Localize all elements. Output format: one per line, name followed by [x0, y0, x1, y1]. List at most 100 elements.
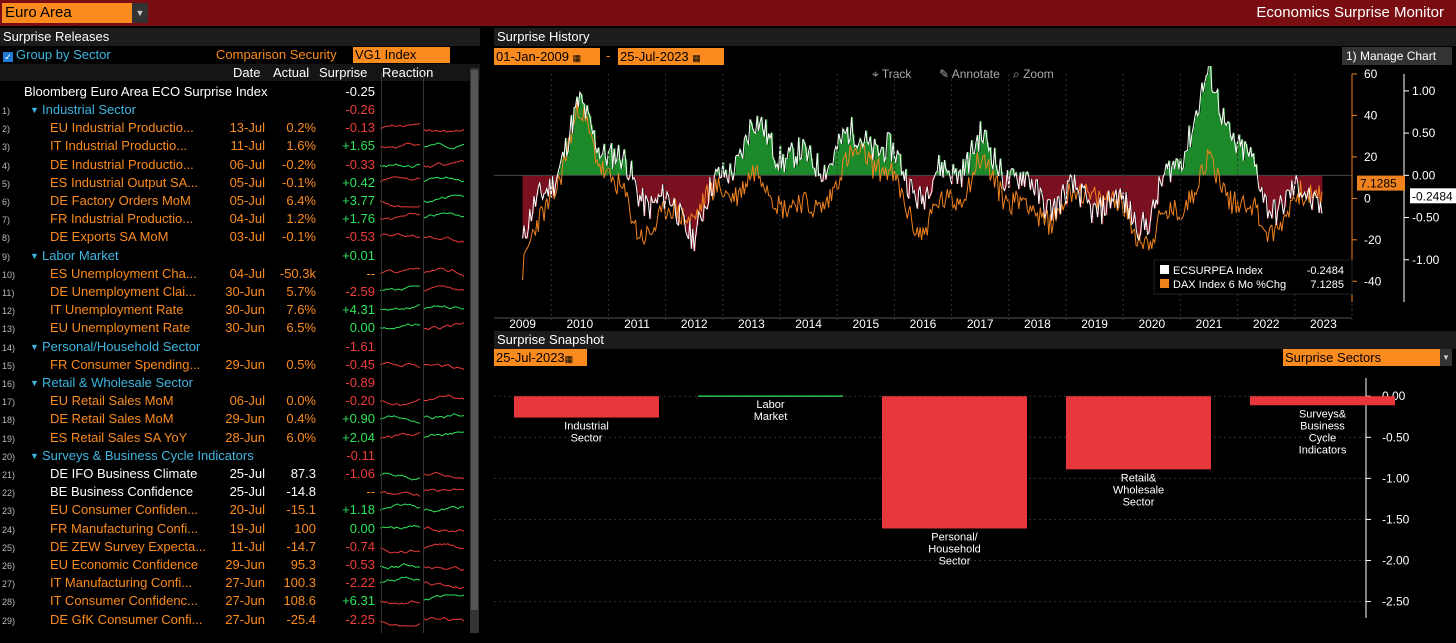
region-select[interactable]: Euro Area	[2, 3, 148, 23]
release-row[interactable]: 27) IT Manufacturing Confi... 27-Jun 100.3 -…	[0, 574, 470, 592]
release-row[interactable]: 12) IT Unemployment Rate 30-Jun 7.6% +4.31	[0, 301, 470, 319]
release-row[interactable]: 21) DE IFO Business Climate 25-Jul 87.3 -1.0…	[0, 465, 470, 483]
release-row[interactable]: 2) EU Industrial Productio... 13-Jul 0.2% -0…	[0, 119, 470, 137]
post-release-line	[423, 142, 465, 150]
release-row[interactable]: 5) ES Industrial Output SA... 05-Jul -0.1% +…	[0, 174, 470, 192]
surprise-fill-bar	[1117, 175, 1120, 209]
scrollbar[interactable]	[470, 68, 479, 633]
track-label: Track	[881, 67, 912, 81]
release-date: 11-Jul	[230, 138, 265, 154]
row-number: 10)	[2, 269, 16, 280]
surprise-fill-bar	[751, 122, 754, 176]
release-row[interactable]: 19) ES Retail Sales SA YoY 28-Jun 6.0% +2.04	[0, 429, 470, 447]
surprise-fill-bar	[721, 175, 724, 178]
track-button[interactable]: ⌖ Track	[872, 67, 912, 81]
chevron-down-icon[interactable]: ▼	[132, 3, 148, 23]
sector-row[interactable]: 14) ▼ Personal/Household Sector -1.61	[0, 338, 470, 356]
surprise-fill-bar	[1055, 175, 1058, 220]
col-actual[interactable]: Actual	[273, 65, 310, 80]
expand-triangle-icon[interactable]: ▼	[30, 105, 39, 115]
surprise-fill-bar	[699, 175, 702, 214]
group-by-sector-label[interactable]: Group by Sector	[16, 47, 111, 62]
expand-triangle-icon[interactable]: ▼	[30, 450, 39, 461]
pre-release-line	[380, 323, 421, 330]
manage-chart-button[interactable]: 1) Manage Chart	[1342, 47, 1452, 65]
sector-selector[interactable]: Surprise Sectors ▼	[1283, 349, 1452, 366]
release-date: 29-Jun	[225, 411, 265, 427]
surprise-fill-bar	[744, 138, 746, 176]
release-row[interactable]: 29) DE GfK Consumer Confi... 27-Jun -25.4 -2…	[0, 611, 470, 629]
expand-triangle-icon[interactable]: ▼	[30, 250, 39, 261]
surprise-fill-bar	[1094, 175, 1097, 204]
surprise-fill-bar	[898, 153, 901, 176]
release-row[interactable]: 24) FR Manufacturing Confi... 19-Jul 100 0.0…	[0, 520, 470, 538]
post-release-line	[423, 525, 465, 532]
surprise-fill-bar	[1280, 175, 1283, 196]
start-date-field[interactable]: 01-Jan-2009 ▦	[494, 48, 600, 65]
checkbox-icon[interactable]: ✓	[3, 52, 13, 62]
bar-label: Sector	[939, 555, 971, 567]
calendar-icon[interactable]: ▦	[564, 354, 574, 364]
surprise-fill-bar	[1306, 175, 1308, 199]
release-row[interactable]: 18) DE Retail Sales MoM 29-Jun 0.4% +0.90	[0, 410, 470, 428]
release-row[interactable]: 22) BE Business Confidence 25-Jul -14.8 --	[0, 483, 470, 501]
left-axis-tick: 20	[1364, 150, 1378, 164]
release-row[interactable]: 3) IT Industrial Productio... 11-Jul 1.6% +1…	[0, 137, 470, 155]
release-row[interactable]: 4) DE Industrial Productio... 06-Jul -0.2% -…	[0, 156, 470, 174]
sector-bar	[698, 395, 843, 397]
y-tick-label: -2.50	[1382, 595, 1410, 609]
release-row[interactable]: 8) DE Exports SA MoM 03-Jul -0.1% -0.53	[0, 228, 470, 246]
index-row[interactable]: Bloomberg Euro Area ECO Surprise Index -…	[0, 83, 470, 101]
dax-last-value-tag	[1357, 175, 1405, 191]
surprise-history-chart[interactable]: 2009 2010 2011 2012 2013 2014 2015 2016 2017 2018…	[494, 66, 1456, 332]
release-row[interactable]: 28) IT Consumer Confidenc... 27-Jun 108.6 +6…	[0, 592, 470, 610]
col-reaction[interactable]: Reaction	[382, 65, 434, 80]
release-actual: 7.6%	[286, 302, 316, 318]
end-date-field[interactable]: 25-Jul-2023 ▦	[618, 48, 724, 65]
release-row[interactable]: 17) EU Retail Sales MoM 06-Jul 0.0% -0.20	[0, 392, 470, 410]
pre-release-line	[380, 361, 421, 369]
surprise-fill-bar	[1077, 175, 1080, 189]
surprise-snapshot-chart[interactable]: 0.00-0.50-1.00-1.50-2.00-2.50IndustrialS…	[494, 366, 1456, 632]
release-row[interactable]: 23) EU Consumer Confiden... 20-Jul -15.1 +1.…	[0, 501, 470, 519]
surprise-fill-bar	[659, 175, 662, 197]
release-row[interactable]: 13) EU Unemployment Rate 30-Jun 6.5% 0.00	[0, 319, 470, 337]
sector-row[interactable]: 9) ▼ Labor Market +0.01	[0, 247, 470, 265]
sector-row[interactable]: 16) ▼ Retail & Wholesale Sector -0.89	[0, 374, 470, 392]
calendar-icon[interactable]: ▦	[692, 53, 701, 63]
surprise-fill-bar	[847, 127, 849, 176]
scrollbar-thumb[interactable]	[471, 70, 478, 610]
surprise-fill-bar	[728, 175, 731, 184]
comparison-security-field[interactable]: VG1 Index	[353, 47, 450, 63]
surprise-fill-bar	[1197, 115, 1200, 176]
legend-box	[1153, 259, 1353, 295]
col-date[interactable]: Date	[233, 65, 261, 80]
release-row[interactable]: 25) DE ZEW Survey Expecta... 11-Jul -14.7 -0…	[0, 538, 470, 556]
surprise-fill-bar	[749, 119, 752, 176]
surprise-fill-bar	[677, 175, 679, 224]
zoom-button[interactable]: ⌕ Zoom	[1013, 67, 1054, 81]
release-row[interactable]: 6) DE Factory Orders MoM 05-Jul 6.4% +3.77	[0, 192, 470, 210]
release-row[interactable]: 26) EU Economic Confidence 29-Jun 95.3 -0.53	[0, 556, 470, 574]
col-surprise[interactable]: Surprise	[319, 65, 368, 80]
surprise-fill-bar	[648, 175, 651, 203]
surprise-fill-bar	[572, 132, 575, 176]
expand-triangle-icon[interactable]: ▼	[30, 341, 39, 352]
reaction-sparkline	[380, 563, 465, 572]
release-row[interactable]: 10) ES Unemployment Cha... 04-Jul -50.3k --	[0, 265, 470, 283]
reaction-sparkline	[380, 176, 465, 183]
expand-triangle-icon[interactable]: ▼	[30, 378, 39, 388]
release-row[interactable]: 7) FR Industrial Productio... 04-Jul 1.2% +1…	[0, 210, 470, 228]
reaction-sparkline	[380, 142, 465, 150]
chevron-down-icon[interactable]: ▼	[1440, 349, 1452, 366]
release-row[interactable]: 15) FR Consumer Spending... 29-Jun 0.5% -0.4…	[0, 356, 470, 374]
snapshot-date-field[interactable]: 25-Jul-2023▦	[494, 349, 587, 366]
sector-row[interactable]: 1) ▼ Industrial Sector -0.26	[0, 101, 470, 119]
surprise-fill-bar	[1037, 175, 1040, 180]
reaction-sparkline	[380, 304, 465, 312]
sector-row[interactable]: 20) ▼ Surveys & Business Cycle Indicators -…	[0, 447, 470, 465]
release-row[interactable]: 11) DE Unemployment Clai... 30-Jun 5.7% -2.5…	[0, 283, 470, 301]
calendar-icon[interactable]: ▦	[572, 53, 582, 63]
release-name: DE ZEW Survey Expecta...	[50, 538, 207, 554]
annotate-button[interactable]: ✎ Annotate	[939, 67, 1000, 81]
